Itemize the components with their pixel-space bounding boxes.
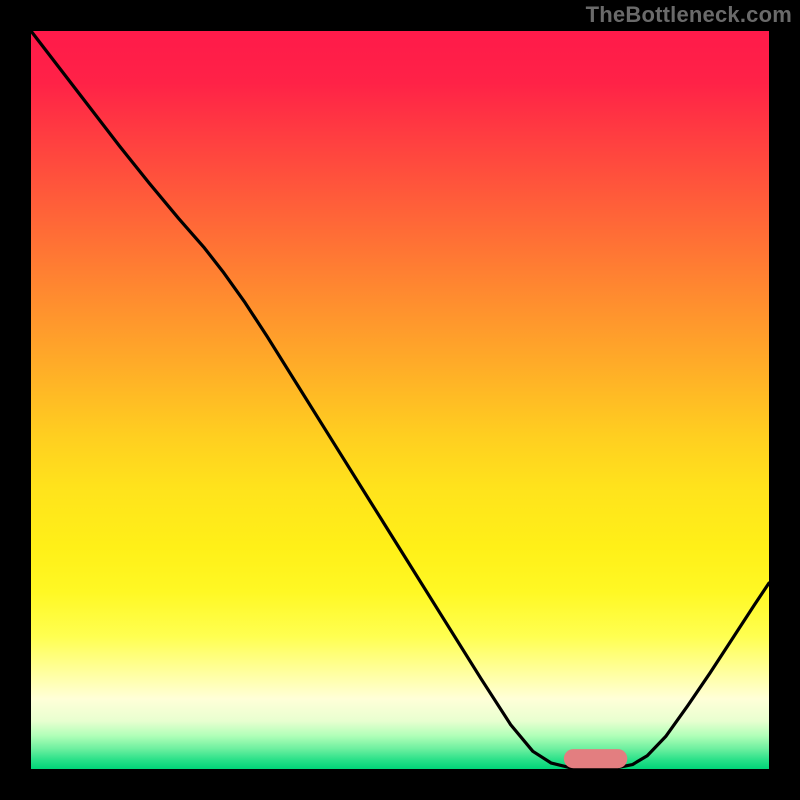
chart-container: TheBottleneck.com	[0, 0, 800, 800]
watermark-text: TheBottleneck.com	[586, 2, 792, 28]
chart-svg	[0, 0, 800, 800]
